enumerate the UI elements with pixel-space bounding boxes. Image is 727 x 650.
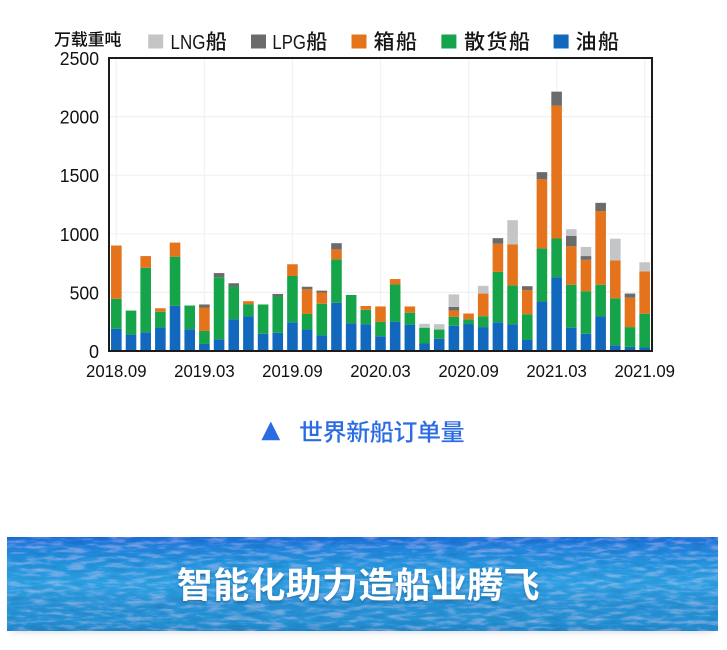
svg-text:500: 500	[70, 283, 99, 303]
svg-text:2500: 2500	[60, 49, 99, 69]
svg-text:1000: 1000	[60, 225, 99, 245]
svg-text:2021.03: 2021.03	[526, 361, 587, 381]
svg-text:2020.03: 2020.03	[350, 361, 411, 381]
svg-text:LNG: LNG	[171, 32, 206, 54]
svg-text:0: 0	[89, 342, 99, 362]
svg-text:2019.03: 2019.03	[174, 361, 235, 381]
svg-text:2018.09: 2018.09	[86, 361, 147, 381]
svg-text:2000: 2000	[60, 108, 99, 128]
svg-text:2021.09: 2021.09	[614, 361, 675, 381]
svg-text:2020.09: 2020.09	[438, 361, 499, 381]
svg-text:1500: 1500	[60, 166, 99, 186]
svg-text:LPG: LPG	[272, 32, 306, 54]
svg-text:2019.09: 2019.09	[262, 361, 323, 381]
